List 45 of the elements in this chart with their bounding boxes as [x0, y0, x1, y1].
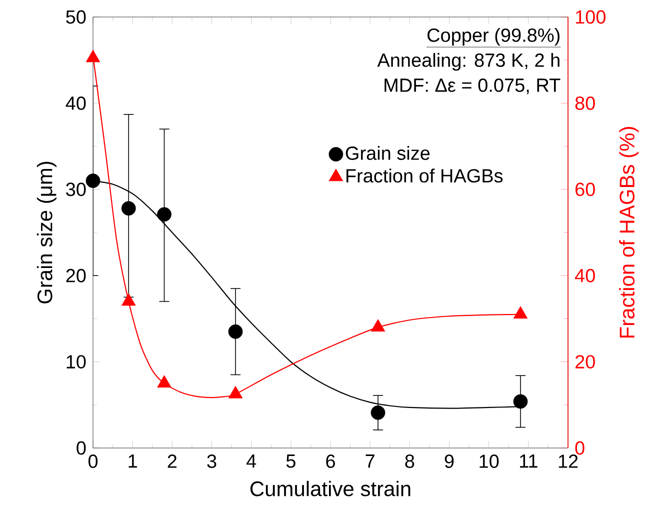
x-tick-label: 12	[558, 454, 578, 468]
x-tick-label: 3	[207, 454, 216, 468]
x-tick-label: 6	[326, 454, 335, 468]
y-tick-label: 10	[66, 355, 86, 369]
y2-tick-label: 100	[576, 10, 606, 24]
legend-label: Fraction of HAGBs	[346, 168, 503, 183]
x-tick-label: 7	[366, 454, 374, 468]
x-tick-label: 2	[168, 454, 176, 468]
x-tick-label: 10	[480, 454, 499, 468]
y2-tick-label: 60	[576, 182, 595, 196]
y-tick-label: 40	[66, 96, 86, 110]
point	[228, 324, 243, 339]
y2-tick-label: 80	[575, 96, 595, 110]
point	[122, 293, 136, 306]
y2-tick-label: 0	[575, 441, 584, 455]
y-tick-label: 50	[66, 10, 86, 24]
point	[121, 201, 136, 216]
y-tick-label: 20	[66, 268, 86, 282]
y2-axis-title: Fraction of HAGBs (%)	[619, 127, 639, 338]
point	[86, 174, 100, 188]
x-tick-label: 5	[286, 454, 296, 468]
x-tick-label: 4	[246, 454, 256, 468]
x-tick-label: 1	[128, 454, 137, 468]
x-tick-label: 11	[520, 454, 538, 468]
x-axis-title: Cumulative strain	[250, 480, 410, 496]
legend-label: Grain size	[346, 146, 430, 160]
point	[157, 207, 172, 222]
x-tick-label: 9	[444, 454, 454, 468]
annotation: MDF: Δε = 0.075, RT	[384, 78, 560, 94]
point	[513, 394, 528, 409]
y2-tick-label: 40	[574, 268, 595, 282]
y2-tick-label: 20	[575, 355, 595, 369]
point	[228, 386, 243, 398]
y-tick-label: 30	[66, 182, 86, 196]
annotation: Copper (99.8%)	[428, 28, 560, 46]
x-tick-label: 8	[405, 454, 414, 468]
point	[370, 319, 386, 332]
y-axis-title: Grain size (μm)	[36, 162, 56, 304]
point	[86, 50, 100, 62]
point	[157, 375, 172, 388]
point	[513, 306, 528, 319]
annotation: Annealing: 873 K, 2 h	[377, 52, 560, 71]
x-tick-label: 0	[88, 454, 98, 468]
y-tick-label: 0	[76, 441, 86, 455]
point	[370, 405, 386, 420]
